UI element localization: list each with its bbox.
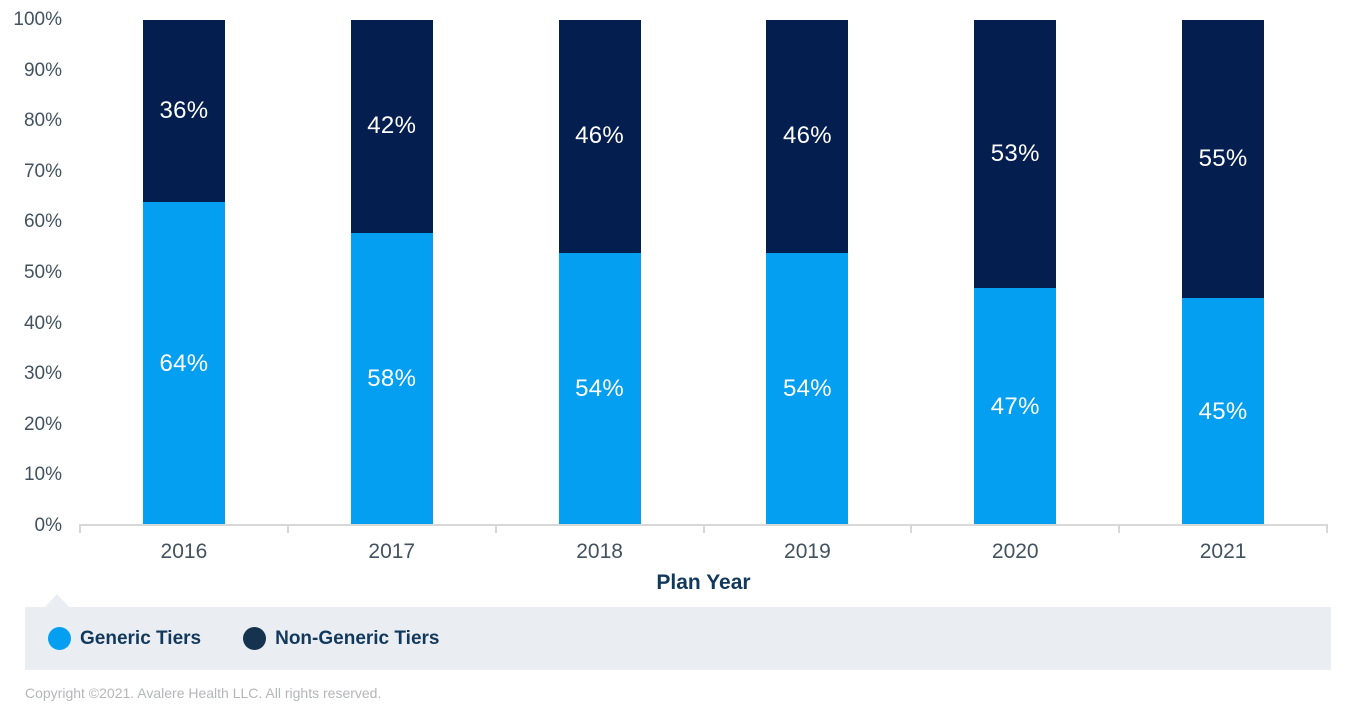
bar-value-label: 45% (1198, 398, 1248, 426)
non-generic-tiers-swatch-icon (243, 627, 267, 650)
bar-2017-generic-segment[interactable]: 58% (350, 232, 433, 526)
bar-2016-generic-segment[interactable]: 64% (142, 202, 225, 526)
x-axis-title: Plan Year (656, 571, 751, 594)
legend-item-generic-tiers[interactable]: Generic Tiers (48, 627, 201, 650)
y-tick-label-80: 80% (23, 110, 62, 132)
y-tick-label-100: 100% (13, 9, 62, 30)
bar-value-label: 54% (575, 375, 625, 403)
x-axis-tick (494, 524, 497, 533)
legend-label: Non-Generic Tiers (275, 627, 440, 649)
y-tick-label-90: 90% (23, 59, 62, 81)
x-tick-label-2016: 2016 (160, 540, 208, 563)
bar-2021-non-generic-segment[interactable]: 55% (1182, 20, 1265, 299)
legend-pointer-arrow-icon (45, 594, 69, 607)
bar-2016-non-generic-segment[interactable]: 36% (142, 20, 225, 203)
bar-value-label: 58% (367, 365, 417, 393)
x-axis-tick (286, 524, 289, 533)
y-tick-label-0: 0% (34, 515, 62, 536)
x-tick-label-2017: 2017 (368, 540, 416, 563)
x-axis-tick (702, 524, 705, 533)
x-axis-tick (1326, 524, 1328, 533)
bar-2020-non-generic-segment[interactable]: 53% (974, 20, 1057, 289)
bar-2019-non-generic-segment[interactable]: 46% (766, 20, 849, 253)
bar-value-label: 46% (782, 122, 832, 150)
x-axis-tick (79, 524, 81, 533)
y-tick-label-10: 10% (23, 464, 62, 486)
y-tick-label-30: 30% (23, 363, 62, 385)
copyright-text: Copyright ©2021. Avalere Health LLC. All… (25, 685, 382, 701)
bar-value-label: 47% (990, 393, 1040, 421)
bar-2020-generic-segment[interactable]: 47% (974, 288, 1057, 526)
x-tick-label-2020: 2020 (991, 540, 1039, 563)
bar-2017-non-generic-segment[interactable]: 42% (350, 20, 433, 233)
x-tick-label-2019: 2019 (784, 540, 831, 563)
bar-2021-generic-segment[interactable]: 45% (1182, 298, 1265, 526)
y-tick-label-20: 20% (23, 413, 62, 435)
bar-value-label: 64% (159, 350, 209, 378)
y-tick-label-60: 60% (23, 211, 62, 233)
y-tick-label-70: 70% (23, 160, 62, 182)
legend-label: Generic Tiers (80, 627, 202, 649)
x-axis-tick (1118, 524, 1121, 533)
bar-value-label: 54% (782, 375, 832, 403)
bar-value-label: 46% (575, 122, 625, 150)
legend: Generic Tiers Non-Generic Tiers (25, 607, 1331, 670)
x-tick-label-2018: 2018 (576, 540, 623, 563)
bar-2019-generic-segment[interactable]: 54% (766, 252, 849, 526)
y-tick-label-40: 40% (23, 312, 62, 334)
bar-value-label: 36% (159, 97, 209, 125)
x-axis-tick (910, 524, 913, 533)
bar-2018-non-generic-segment[interactable]: 46% (558, 20, 641, 253)
bar-value-label: 42% (367, 112, 417, 140)
x-tick-label-2021: 2021 (1199, 540, 1247, 563)
y-tick-label-50: 50% (23, 262, 62, 283)
bar-value-label: 53% (990, 140, 1040, 168)
bar-2018-generic-segment[interactable]: 54% (558, 252, 641, 526)
legend-item-non-generic-tiers[interactable]: Non-Generic Tiers (243, 627, 439, 650)
generic-tiers-swatch-icon (48, 627, 71, 650)
bar-value-label: 55% (1198, 145, 1248, 173)
